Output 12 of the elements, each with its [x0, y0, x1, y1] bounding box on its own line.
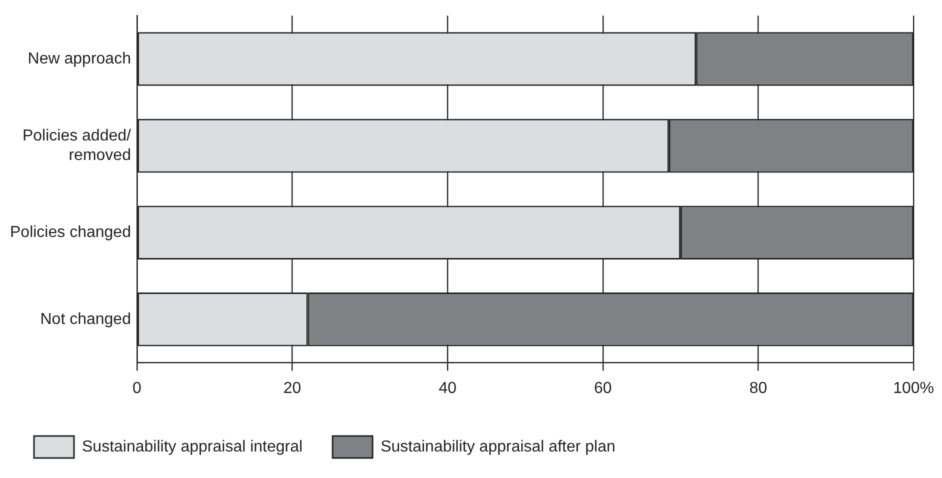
x-tick-label: 40	[438, 380, 457, 397]
y-tick-label: Not changed	[40, 310, 131, 328]
legend-label: Sustainability appraisal after plan	[380, 438, 616, 456]
x-tick-label: 60	[594, 380, 612, 397]
y-tick-label: New approach	[28, 50, 131, 68]
x-tick-label: 100%	[893, 380, 934, 397]
y-tick-label: Policies changed	[10, 224, 131, 242]
y-tick-label: Policies added/ removed	[22, 128, 132, 164]
x-tick-label: 0	[132, 380, 142, 397]
x-tick-label: 80	[749, 380, 768, 397]
legend-label: Sustainability appraisal integral	[82, 438, 303, 456]
x-tick-label: 20	[283, 380, 302, 397]
